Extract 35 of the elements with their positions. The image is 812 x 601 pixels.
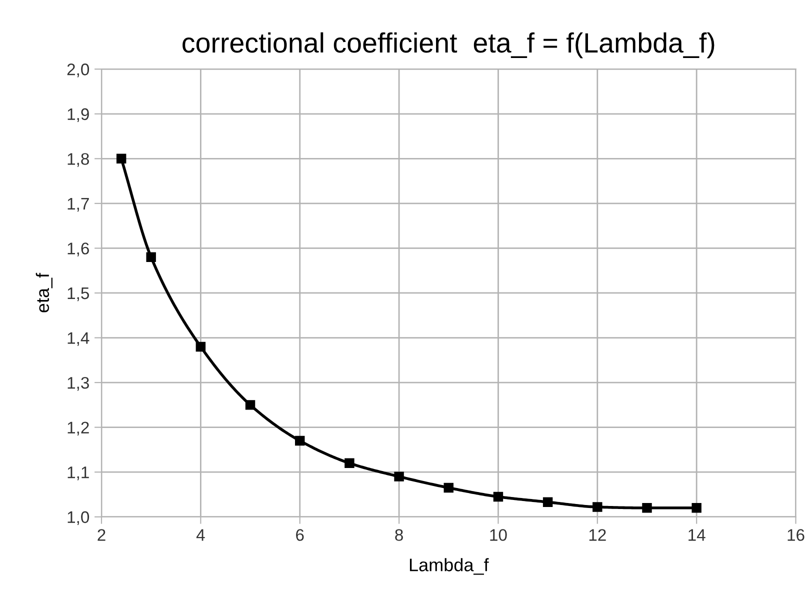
y-tick-label: 1,3 (68, 376, 89, 391)
y-tick-label: 1,6 (68, 242, 89, 256)
y-tick-label: 1,7 (68, 198, 89, 212)
y-tick-label: 1,4 (68, 332, 90, 346)
y-tick-label: 1,9 (68, 108, 89, 122)
point (444, 482, 454, 493)
y-tick-label: 2,0 (67, 64, 90, 78)
point (542, 497, 553, 507)
point (295, 436, 305, 446)
point (592, 502, 602, 512)
point (394, 472, 404, 482)
y-axis-title: eta_f (36, 272, 52, 312)
y-tick-label: 1,8 (68, 153, 89, 167)
x-tick-label: 14 (688, 529, 706, 541)
x-tick-label: 16 (788, 529, 804, 541)
point (245, 400, 256, 410)
x-tick-label: 6 (296, 529, 304, 541)
y-tick-label: 1,5 (68, 288, 89, 302)
point (146, 252, 156, 262)
y-tick-label: 1,0 (68, 511, 90, 526)
chart-title: correctional coefficient eta_f = f(Lambda_f) (182, 32, 714, 58)
x-tick-label: 12 (589, 529, 606, 541)
y-tick-label: 1,2 (68, 422, 89, 436)
point (642, 503, 652, 513)
point (116, 154, 126, 164)
point (344, 458, 354, 468)
y-tick-label: 1,1 (68, 466, 89, 480)
point (692, 503, 702, 513)
x-axis-title: Lambda_f (410, 558, 489, 575)
point (196, 342, 206, 352)
x-tick-label: 4 (196, 529, 205, 541)
x-tick-label: 10 (490, 529, 507, 541)
x-tick-label: 2 (98, 529, 106, 541)
x-tick-label: 8 (395, 529, 403, 541)
point (493, 492, 504, 502)
